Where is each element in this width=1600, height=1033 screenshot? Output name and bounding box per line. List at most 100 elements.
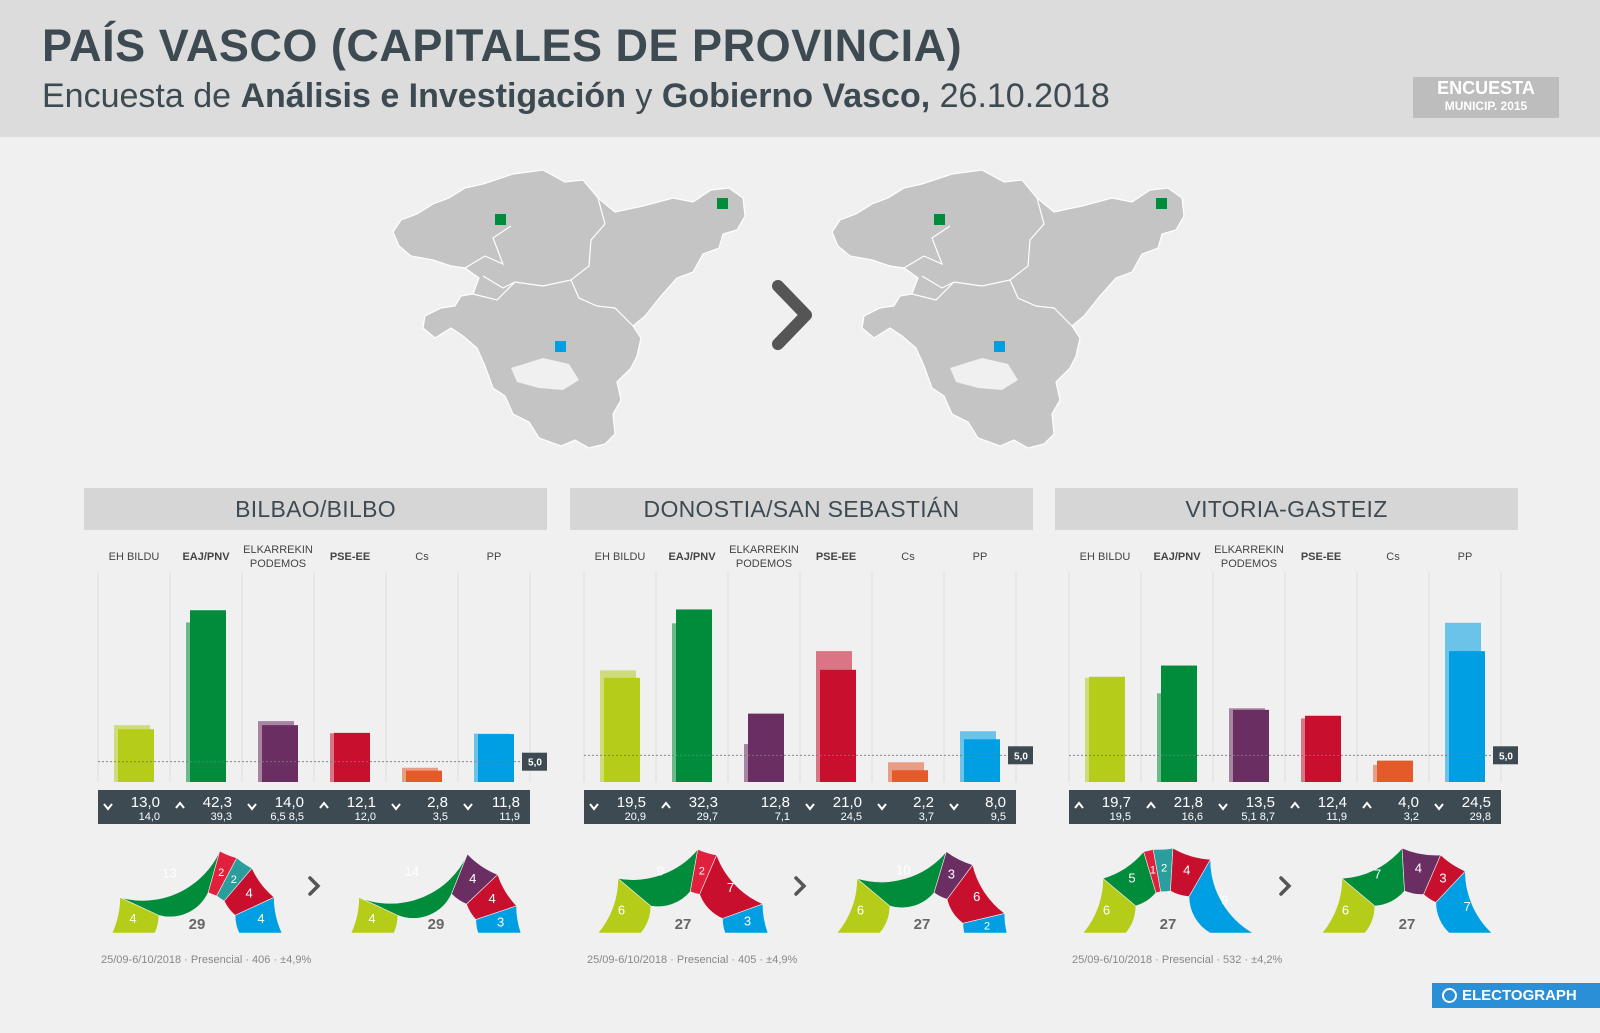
hemicycle-2015-seat-label: 4: [257, 911, 264, 926]
prev-value-label: 3,2: [1404, 811, 1419, 823]
hemicycle-2015-seat-label: 2: [218, 867, 224, 879]
trend-down-icon: [391, 803, 401, 811]
prev-value-label: 39,3: [211, 811, 232, 823]
hemicycle-2015-seat-segment: [119, 850, 221, 918]
hemicycle-encuesta-seat-label: 14: [405, 864, 419, 879]
hemicycle-2015-seat-total: 27: [675, 916, 692, 933]
hemicycle-encuesta-seat-total: 27: [1399, 916, 1416, 933]
hemicycle-encuesta-seat-label: 2: [984, 920, 990, 932]
prev-value-label: 29,8: [1470, 811, 1491, 823]
category-label: ELKARREKIN: [243, 544, 313, 556]
bar-encuesta: [604, 677, 640, 782]
value-label: 19,5: [617, 794, 646, 811]
prev-value-label: 6,5 8,5: [270, 811, 304, 823]
category-label: EAJ/PNV: [182, 551, 230, 563]
value-label: 19,7: [1102, 794, 1131, 811]
hemicycle-2015-seat-label: 1: [1150, 864, 1156, 876]
panel-title: VITORIA-GASTEIZ: [1055, 488, 1518, 530]
hemicycle-encuesta-seat-label: 10: [896, 862, 910, 877]
value-label: 21,0: [833, 794, 862, 811]
category-label: EH BILDU: [1080, 551, 1131, 563]
hemicycle-2015-seat-label: 4: [246, 885, 253, 900]
subtitle-date: 26.10.2018: [930, 77, 1110, 115]
value-label: 32,3: [689, 794, 718, 811]
category-label: Cs: [901, 551, 915, 563]
hemicycle-encuesta-seat-label: 4: [368, 911, 375, 926]
bar-encuesta: [1233, 709, 1269, 782]
value-strip: [1069, 790, 1501, 824]
hemicycle-encuesta-seat-segment: [1435, 870, 1493, 934]
page-title: PAÍS VASCO (CAPITALES DE PROVINCIA): [42, 20, 963, 71]
badge-line1: ENCUESTA: [1437, 78, 1535, 98]
subtitle-source2: Gobierno Vasco,: [661, 77, 931, 115]
hemicycle-encuesta-seat-label: 7: [1374, 866, 1381, 881]
trend-down-icon: [463, 803, 473, 811]
hemicycle-encuesta-seat-segment: [962, 913, 1008, 934]
chart-vitoria: EH BILDU EAJ/PNV ELKARREKIN PODEMOS PSE-EE Cs…: [1068, 544, 1518, 934]
chevron-right-icon: [308, 876, 321, 896]
prev-value-label: 11,9: [499, 811, 520, 823]
prev-value-label: 12,0: [355, 811, 376, 823]
trend-up-icon: [319, 801, 329, 809]
map-marker: [717, 198, 728, 209]
bar-encuesta: [892, 770, 928, 782]
hemicycle-encuesta-seat-label: 6: [857, 903, 864, 918]
hemicycle-2015-seat-label: 6: [1103, 903, 1110, 918]
electograph-logo: ELECTOGRAPH: [1432, 983, 1600, 1008]
page-subtitle: Encuesta de Análisis e Investigación y G…: [42, 77, 1110, 116]
value-label: 12,1: [347, 794, 376, 811]
hemicycle-2015-seat-label: 13: [162, 866, 176, 881]
chart-bilbao: EH BILDU EAJ/PNV ELKARREKIN PODEMOS PSE-EE Cs…: [97, 544, 547, 934]
hemicycle-2015-seat-label: 2: [231, 874, 237, 886]
hemicycle-2015-seat-total: 29: [189, 916, 206, 933]
hemicycle-encuesta-seat-total: 27: [914, 916, 931, 933]
panel-bilbao: EH BILDU EAJ/PNV ELKARREKIN PODEMOS PSE-EE Cs…: [84, 488, 547, 978]
trend-up-icon: [1362, 801, 1372, 809]
category-label: PODEMOS: [736, 558, 792, 570]
prev-value-label: 24,5: [841, 811, 862, 823]
hemicycle-encuesta-seat-label: 4: [1415, 860, 1422, 875]
prev-value-label: 19,5: [1110, 811, 1131, 823]
category-label: Cs: [415, 551, 429, 563]
value-label: 12,8: [761, 794, 790, 811]
prev-value-label: 29,7: [697, 811, 718, 823]
hemicycle-2015-seat-segment: [722, 903, 769, 934]
hemicycle-encuesta-seat-label: 4: [489, 891, 496, 906]
threshold-badge: [522, 752, 547, 771]
value-label: 12,4: [1318, 794, 1347, 811]
map-shape: [393, 169, 746, 449]
legend-badge: ENCUESTA MUNICIP. 2015: [1413, 77, 1559, 118]
bar-encuesta: [1161, 665, 1197, 782]
chevron-right-icon: [1279, 876, 1292, 896]
hemicycle-2015-seat-label: 4: [129, 911, 136, 926]
category-label: Cs: [1386, 551, 1400, 563]
chart-donostia: EH BILDU EAJ/PNV ELKARREKIN PODEMOS PSE-EE Cs…: [583, 544, 1033, 934]
trend-down-icon: [805, 803, 815, 811]
chevron-right-icon: [794, 876, 807, 896]
footnote: 25/09-6/10/2018 · Presencial · 405 · ±4,…: [587, 954, 798, 966]
map-marker: [495, 214, 506, 225]
bar-encuesta: [1305, 715, 1341, 782]
threshold-label: 5,0: [1014, 751, 1028, 762]
bar-encuesta: [334, 732, 370, 782]
bar-encuesta: [1449, 651, 1485, 782]
map-marker: [1156, 198, 1167, 209]
footnote: 25/09-6/10/2018 · Presencial · 532 · ±4,…: [1072, 954, 1283, 966]
trend-up-icon: [1074, 801, 1084, 809]
prev-value-label: 3,5: [433, 811, 448, 823]
panel-donostia: EH BILDU EAJ/PNV ELKARREKIN PODEMOS PSE-EE Cs…: [570, 488, 1033, 978]
hemicycle-2015-seat-label: 6: [618, 903, 625, 918]
threshold-badge: [1493, 746, 1518, 765]
hemicycle-encuesta-seat-label: 3: [948, 866, 955, 881]
hemicycle-2015-seat-label: 3: [744, 914, 751, 929]
bar-encuesta: [964, 739, 1000, 782]
bar-encuesta: [748, 713, 784, 782]
subtitle-prefix: Encuesta de: [42, 77, 241, 115]
category-label: ELKARREKIN: [1214, 544, 1284, 556]
category-label: PSE-EE: [816, 551, 856, 563]
hemicycle-2015-seat-label: 9: [1221, 892, 1228, 907]
header-bar: PAÍS VASCO (CAPITALES DE PROVINCIA) Encu…: [0, 0, 1600, 137]
threshold-label: 5,0: [1499, 751, 1513, 762]
value-label: 13,0: [131, 794, 160, 811]
category-label: EH BILDU: [595, 551, 646, 563]
